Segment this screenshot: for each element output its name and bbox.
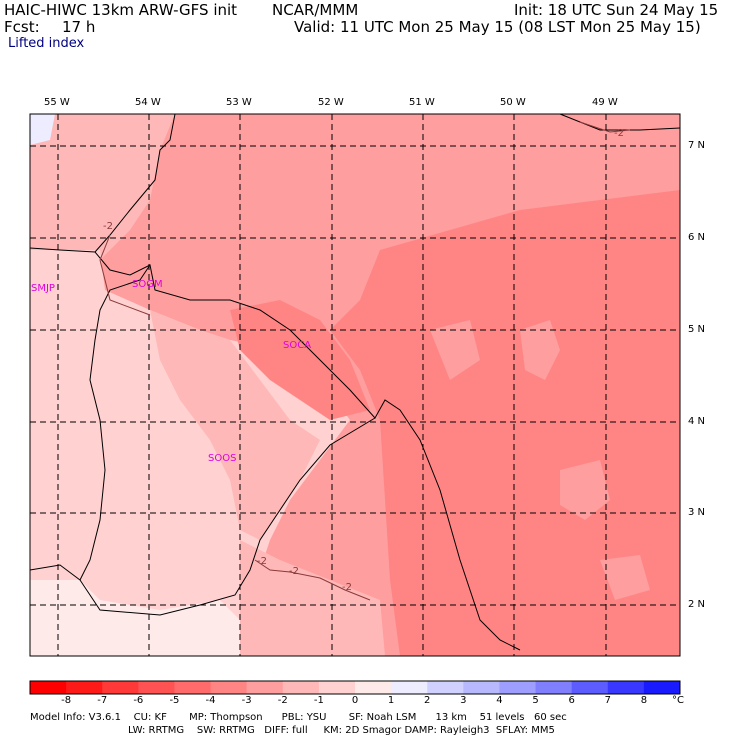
colorbar-swatch <box>463 681 500 694</box>
contour-label: -2 <box>342 582 352 593</box>
colorbar-tick-label: 4 <box>496 695 503 706</box>
lat-label: 3 N <box>688 507 706 518</box>
colorbar-tick-label: -6 <box>133 695 144 706</box>
colorbar-tick-label: -2 <box>277 695 288 706</box>
lon-label: 51 W <box>409 97 435 108</box>
lon-label: 52 W <box>318 97 344 108</box>
colorbar-swatch <box>535 681 573 694</box>
model-title: HAIC-HIWC 13km ARW-GFS init <box>4 1 238 19</box>
contour-label: -2 <box>289 566 299 577</box>
contour-lines <box>99 121 631 601</box>
forecast-hour: 17 h <box>62 18 96 36</box>
colorbar-tick-label: 6 <box>568 695 575 706</box>
lat-label: 7 N <box>688 140 706 151</box>
org-label: NCAR/MMM <box>272 1 359 19</box>
valid-time: Valid: 11 UTC Mon 25 May 15 (08 LST Mon … <box>294 18 701 36</box>
colorbar-swatch <box>138 681 175 694</box>
map-frame <box>29 113 681 657</box>
lat-label: 2 N <box>688 599 706 610</box>
model-info-line1: Model Info: V3.6.1 CU: KF MP: Thompson P… <box>30 712 567 723</box>
colorbar-swatch <box>102 681 139 694</box>
colorbar-tick-label: -3 <box>241 695 252 706</box>
colorbar-tick-label: -1 <box>313 695 324 706</box>
field-name: Lifted index <box>8 36 85 51</box>
colorbar-tick-label: -7 <box>97 695 108 706</box>
colorbar-tick-label: 2 <box>424 695 431 706</box>
colorbar-swatch <box>66 681 103 694</box>
lon-label: 53 W <box>226 97 252 108</box>
shaded-field <box>30 114 680 656</box>
colorbar-swatch <box>643 681 681 694</box>
colorbar-swatch <box>355 681 392 694</box>
lon-label: 49 W <box>592 97 618 108</box>
colorbar-unit: °C <box>672 695 684 706</box>
colorbar-tick-label: -5 <box>169 695 180 706</box>
colorbar-swatch <box>499 681 537 694</box>
colorbar-tick-label: 0 <box>351 695 359 706</box>
colorbar-swatch <box>427 681 464 694</box>
colorbar-tick-label: 1 <box>387 695 395 706</box>
lat-label: 6 N <box>688 232 706 243</box>
station-label: SOOS <box>208 453 237 464</box>
colorbar-tick-label: 8 <box>640 695 648 706</box>
lon-label: 54 W <box>135 97 161 108</box>
colorbar-tick-label: -4 <box>205 695 216 706</box>
lat-label: 5 N <box>688 324 706 335</box>
model-info-line2: LW: RRTMG SW: RRTMG DIFF: full KM: 2D Sm… <box>128 725 555 736</box>
station-label: SMJP <box>31 283 55 294</box>
contour-label: -2 <box>614 128 624 139</box>
colorbar-swatch <box>282 681 320 694</box>
colorbar-swatch <box>210 681 248 694</box>
station-label: SOGM <box>132 279 163 290</box>
init-time: Init: 18 UTC Sun 24 May 15 <box>514 1 719 19</box>
station-label: SOCA <box>283 340 312 351</box>
colorbar-swatch <box>30 681 67 694</box>
lon-label: 50 W <box>500 97 526 108</box>
lat-label: 4 N <box>688 416 706 427</box>
colorbar-tick-label: 5 <box>532 695 539 706</box>
colorbar-tick-label: 7 <box>604 695 611 706</box>
colorbar-tick-label: -8 <box>61 695 72 706</box>
forecast-label: Fcst: <box>4 18 40 36</box>
colorbar-swatch <box>318 681 356 694</box>
contour-label: -2 <box>257 556 267 567</box>
lon-label: 55 W <box>44 97 70 108</box>
colorbar-swatch <box>174 681 212 694</box>
colorbar-tick-label: 3 <box>460 695 467 706</box>
contour-label: -2 <box>103 221 113 232</box>
colorbar-swatch <box>391 681 428 694</box>
colorbar <box>30 681 681 694</box>
colorbar-swatch <box>246 681 284 694</box>
colorbar-swatch <box>571 681 609 694</box>
colorbar-swatch <box>607 681 645 694</box>
